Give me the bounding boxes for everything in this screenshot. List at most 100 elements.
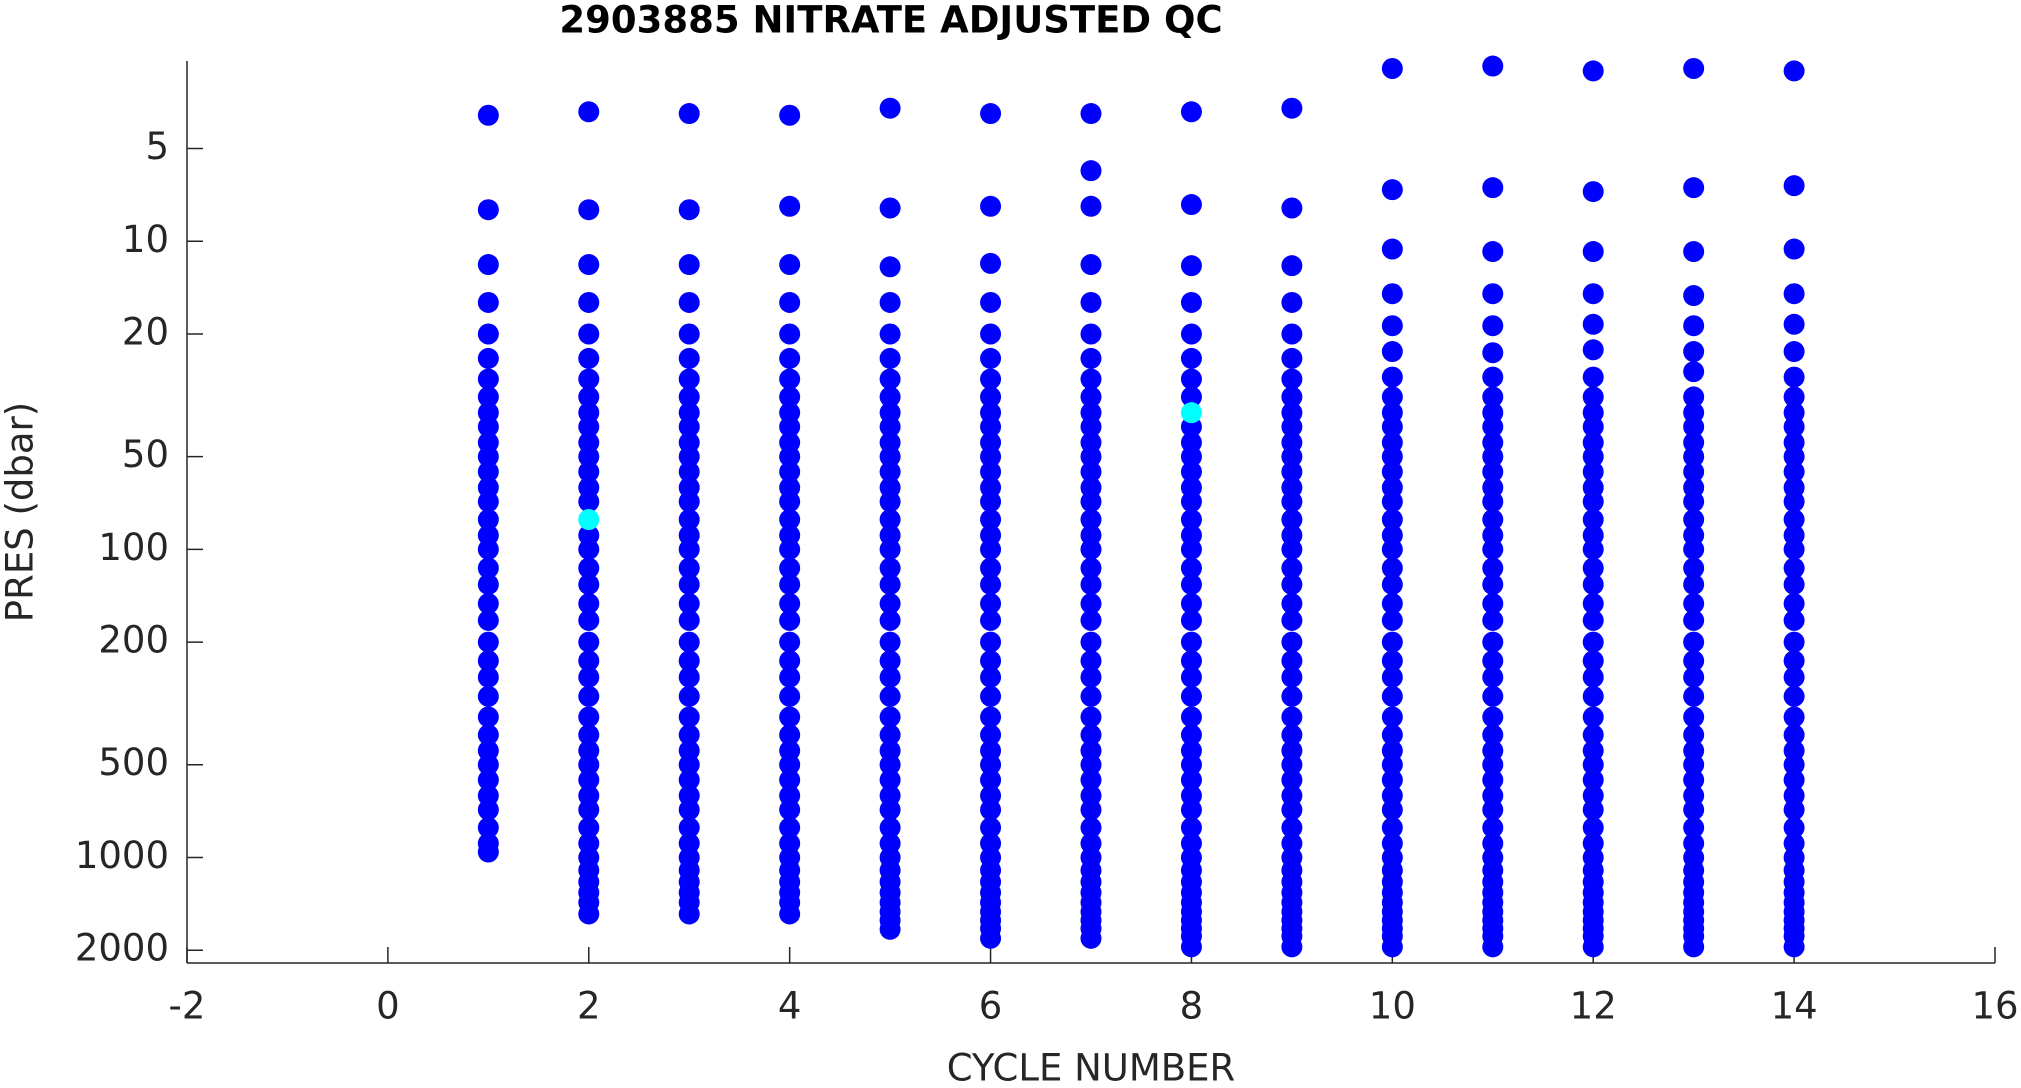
- data-point: [1281, 769, 1303, 791]
- data-point: [1683, 416, 1705, 438]
- data-point: [578, 538, 600, 560]
- data-point: [1783, 685, 1805, 707]
- data-point: [1180, 509, 1202, 531]
- data-point: [1683, 557, 1705, 579]
- data-point: [477, 416, 499, 438]
- data-point: [779, 291, 801, 313]
- y-tick-label: 1000: [75, 834, 169, 877]
- data-point: [1381, 491, 1403, 513]
- data-point: [980, 927, 1002, 949]
- data-point: [1582, 339, 1604, 361]
- data-point: [578, 754, 600, 776]
- x-axis-label: CYCLE NUMBER: [947, 1047, 1236, 1088]
- x-tick-label: 16: [1971, 985, 2018, 1028]
- data-point: [477, 666, 499, 688]
- data-point: [1482, 461, 1504, 483]
- data-point: [1281, 754, 1303, 776]
- data-point: [879, 817, 901, 839]
- data-point: [779, 631, 801, 653]
- data-point: [1080, 557, 1102, 579]
- data-point: [1783, 491, 1805, 513]
- data-point: [678, 538, 700, 560]
- data-point: [1080, 593, 1102, 615]
- data-point: [1683, 341, 1705, 363]
- data-point: [1281, 386, 1303, 408]
- data-point: [1482, 283, 1504, 305]
- data-point: [879, 197, 901, 219]
- data-point: [980, 323, 1002, 345]
- data-point: [1783, 366, 1805, 388]
- data-point: [678, 609, 700, 631]
- data-point: [477, 631, 499, 653]
- data-point: [578, 509, 600, 531]
- x-tick-label: -2: [169, 985, 206, 1028]
- data-point: [678, 416, 700, 438]
- data-point: [1482, 685, 1504, 707]
- data-point: [1180, 706, 1202, 728]
- x-tick-label: 6: [979, 985, 1003, 1028]
- data-point: [1180, 291, 1202, 313]
- data-point: [1683, 177, 1705, 199]
- data-point: [578, 461, 600, 483]
- data-point: [1080, 754, 1102, 776]
- data-point: [779, 666, 801, 688]
- data-point: [1783, 446, 1805, 468]
- data-point: [1482, 177, 1504, 199]
- data-point: [980, 650, 1002, 672]
- data-point: [1482, 817, 1504, 839]
- data-point: [1180, 769, 1202, 791]
- data-point: [578, 817, 600, 839]
- data-point: [1482, 416, 1504, 438]
- data-point: [1582, 609, 1604, 631]
- data-point: [779, 104, 801, 126]
- data-point: [1180, 593, 1202, 615]
- data-point: [1482, 724, 1504, 746]
- data-point: [1783, 706, 1805, 728]
- y-tick-label: 5: [145, 125, 169, 168]
- data-point: [1683, 817, 1705, 839]
- data-point: [1381, 179, 1403, 201]
- data-point: [578, 799, 600, 821]
- data-point: [578, 347, 600, 369]
- data-point: [1783, 936, 1805, 958]
- data-point: [1783, 573, 1805, 595]
- x-tick-label: 4: [778, 985, 802, 1028]
- data-point: [1582, 283, 1604, 305]
- data-point: [1281, 724, 1303, 746]
- data-point: [1482, 650, 1504, 672]
- data-point: [578, 769, 600, 791]
- data-point: [578, 291, 600, 313]
- data-point: [1381, 936, 1403, 958]
- data-point: [879, 706, 901, 728]
- data-point: [1180, 573, 1202, 595]
- data-point: [879, 724, 901, 746]
- data-point: [678, 573, 700, 595]
- data-point: [1281, 197, 1303, 219]
- data-point: [1281, 509, 1303, 531]
- data-point: [1783, 769, 1805, 791]
- data-point: [477, 706, 499, 728]
- data-point: [779, 799, 801, 821]
- data-point: [1180, 461, 1202, 483]
- data-point: [1482, 631, 1504, 653]
- data-point: [1281, 416, 1303, 438]
- data-point: [779, 323, 801, 345]
- data-point: [1080, 254, 1102, 276]
- data-point: [779, 903, 801, 925]
- data-point: [1180, 323, 1202, 345]
- data-point: [1582, 685, 1604, 707]
- data-point: [1582, 416, 1604, 438]
- data-point: [1080, 817, 1102, 839]
- data-point: [1582, 313, 1604, 335]
- data-point: [578, 593, 600, 615]
- data-point: [678, 254, 700, 276]
- data-point: [1582, 386, 1604, 408]
- data-point: [1180, 685, 1202, 707]
- data-point: [779, 416, 801, 438]
- data-point: [879, 631, 901, 653]
- data-point: [779, 724, 801, 746]
- data-point: [1482, 366, 1504, 388]
- data-point: [980, 461, 1002, 483]
- data-point: [1482, 386, 1504, 408]
- data-point: [1281, 347, 1303, 369]
